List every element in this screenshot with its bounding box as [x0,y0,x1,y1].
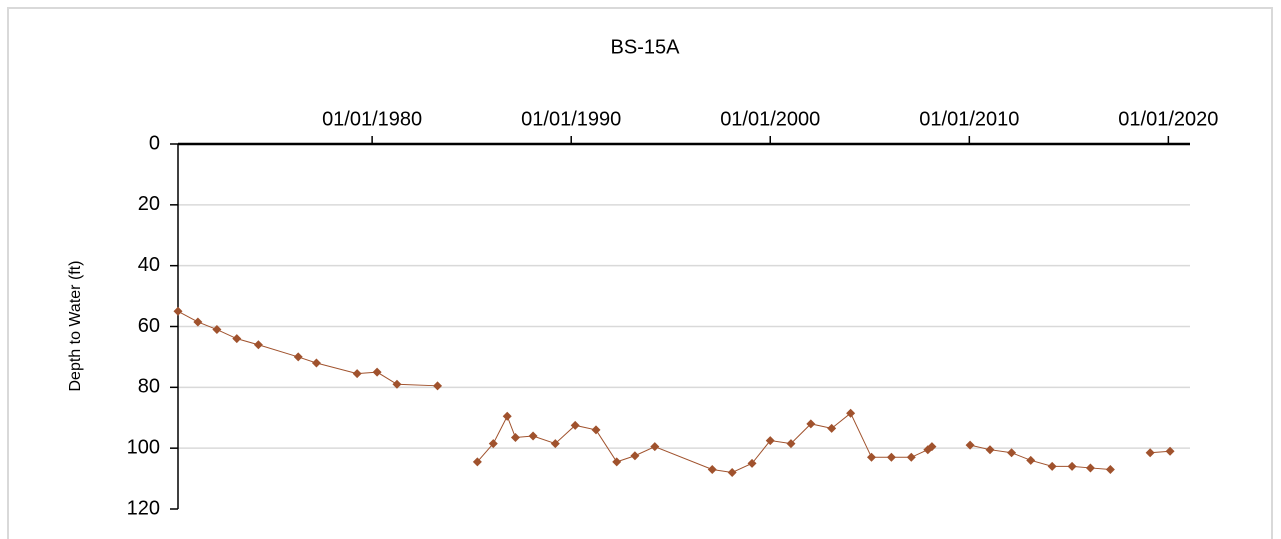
x-tick-label: 01/01/1990 [521,108,621,130]
data-point [488,439,498,449]
data-point [846,408,856,418]
data-point [630,451,640,461]
data-point [806,419,816,429]
data-point [502,411,512,421]
data-point [650,442,660,452]
data-point [612,457,622,467]
y-tick-label: 80 [138,376,160,398]
x-tick-label: 01/01/2000 [720,108,820,130]
data-point [927,442,937,452]
data-point [906,452,916,462]
data-point [591,425,601,435]
data-point [570,420,580,430]
x-tick-label: 01/01/1980 [322,108,422,130]
data-point [1145,448,1155,458]
data-point [1067,461,1077,471]
data-point [311,358,321,368]
frame [7,7,1273,539]
data-point [985,445,995,455]
data-point [510,433,520,443]
data-point [827,423,837,433]
data-point [1105,464,1115,474]
y-tick-label: 20 [138,193,160,215]
data-point [1085,463,1095,473]
data-point [293,352,303,362]
data-point [707,464,717,474]
y-tick-label: 100 [127,436,160,458]
data-point [786,439,796,449]
y-tick-label: 60 [138,315,160,337]
y-axis-label: Depth to Water (ft) [67,261,84,392]
x-tick-label: 01/01/2010 [919,108,1019,130]
data-point [472,457,482,467]
data-point [1026,455,1036,465]
data-point [392,379,402,389]
data-point [867,452,877,462]
data-point [727,468,737,477]
data-point [886,452,896,462]
data-point [765,436,775,446]
data-point [372,367,382,377]
data-point [173,306,183,316]
data-point [253,340,263,350]
data-point [433,381,443,391]
data-point [1047,461,1057,471]
x-tick-label: 01/01/2020 [1118,108,1218,130]
data-point [747,458,757,468]
data-point [232,334,242,344]
data-point [528,431,538,441]
data-point [1165,446,1175,456]
y-tick-label: 40 [138,254,160,276]
data-point [193,317,203,327]
chart-title: BS-15A [611,36,681,58]
y-tick-label: 0 [149,132,160,154]
data-point [212,325,222,335]
data-point [1007,448,1017,458]
data-point [550,439,560,449]
data-point [352,369,362,379]
y-tick-label: 120 [127,497,160,519]
data-point [965,440,975,450]
